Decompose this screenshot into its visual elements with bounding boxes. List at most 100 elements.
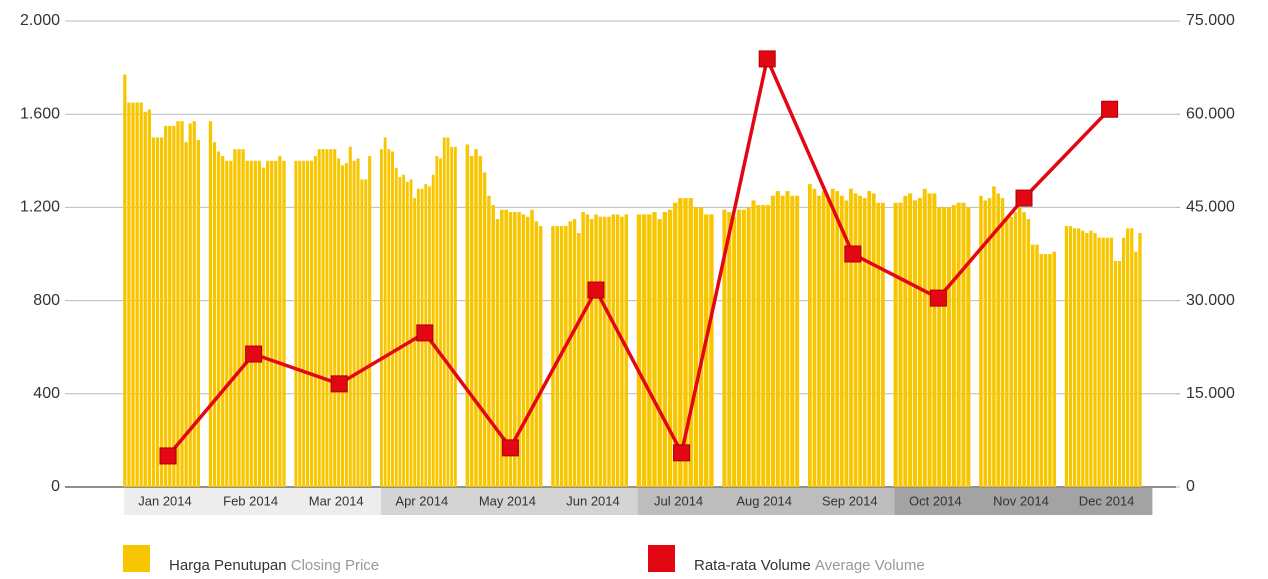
x-tick-label: Nov 2014 [993, 493, 1049, 508]
volume-marker [1101, 100, 1119, 118]
bar [636, 214, 642, 487]
y2-tick-label: 60.000 [1186, 105, 1235, 122]
bar [611, 214, 616, 487]
y-tick-label: 1.200 [20, 199, 60, 216]
legend-name: Rata-rata Volume [694, 557, 811, 574]
bar [368, 156, 372, 487]
bar [364, 179, 368, 487]
bar [253, 160, 258, 488]
bar [862, 198, 867, 487]
bar [317, 149, 321, 487]
bar [139, 102, 143, 488]
bar [688, 198, 693, 487]
volume-line [166, 53, 1111, 458]
bar [491, 205, 495, 487]
bar [598, 216, 603, 487]
y-tick-label: 800 [33, 292, 60, 309]
bar [987, 198, 992, 487]
bar [741, 209, 746, 488]
bar [402, 174, 406, 487]
bar [751, 200, 756, 487]
bar [867, 191, 872, 487]
y2-tick-label: 45.000 [1186, 199, 1235, 216]
bar [913, 200, 918, 487]
bar [881, 202, 885, 488]
x-tick-label: Feb 2014 [223, 493, 278, 508]
bar [325, 149, 329, 487]
month-band [894, 488, 982, 515]
bar [678, 198, 683, 487]
bar [1085, 233, 1089, 487]
bar [1113, 260, 1118, 487]
y-tick-label: 400 [33, 385, 60, 402]
bar [446, 137, 450, 487]
bar [237, 149, 241, 487]
bar [817, 195, 821, 487]
bar [143, 111, 147, 488]
bar [572, 219, 577, 488]
volume-marker [758, 50, 776, 68]
bar [249, 160, 253, 488]
month-band [552, 488, 639, 515]
bar [830, 188, 835, 487]
legend-label: Rata-rata Volume Average Volume [694, 557, 925, 574]
bar [340, 165, 345, 487]
bar [360, 179, 364, 487]
bar [615, 214, 620, 487]
bar [245, 160, 249, 488]
bar [903, 195, 908, 487]
bar [356, 158, 360, 487]
bar [127, 102, 131, 488]
month-band [1065, 488, 1153, 515]
volume-marker [587, 281, 605, 299]
bar [1097, 237, 1101, 487]
bar [208, 121, 213, 487]
bar [123, 74, 127, 487]
legend-swatch [123, 545, 150, 572]
month-band [209, 488, 297, 515]
bar [992, 186, 996, 487]
bar [495, 219, 500, 488]
bar [508, 212, 513, 487]
bar [908, 193, 913, 488]
legend-subname: Average Volume [815, 557, 925, 574]
bar [1072, 228, 1077, 487]
bar [849, 188, 853, 487]
bar [212, 142, 217, 487]
bar [282, 160, 286, 488]
bar [1089, 230, 1093, 487]
bar [641, 214, 647, 487]
bar [564, 226, 568, 488]
bar [1035, 244, 1039, 487]
bar [302, 160, 306, 488]
bar [270, 160, 274, 488]
bar [983, 200, 988, 487]
bar [1126, 228, 1130, 487]
bar [979, 195, 983, 487]
bar [683, 198, 688, 487]
bar [693, 207, 699, 487]
bar [188, 123, 192, 488]
bar [826, 198, 831, 487]
bar [534, 221, 539, 487]
legend-label: Harga Penutupan Closing Price [169, 557, 379, 574]
bar [465, 144, 470, 488]
x-tick-label: Sep 2014 [822, 493, 878, 508]
bar [775, 191, 780, 487]
bar [1005, 216, 1009, 487]
bar [662, 212, 668, 487]
bar [278, 156, 282, 487]
bar [151, 137, 156, 487]
x-tick-label: Aug 2014 [736, 493, 792, 508]
y-tick-label: 2.000 [20, 12, 60, 29]
bar [736, 209, 741, 488]
bar [329, 149, 333, 487]
bar [1130, 228, 1134, 487]
bar [309, 160, 313, 488]
bar [521, 214, 526, 487]
bar [352, 160, 356, 488]
bar [551, 226, 555, 488]
x-tick-label: Jan 2014 [138, 493, 192, 508]
bar [265, 160, 270, 488]
bar [698, 207, 704, 487]
